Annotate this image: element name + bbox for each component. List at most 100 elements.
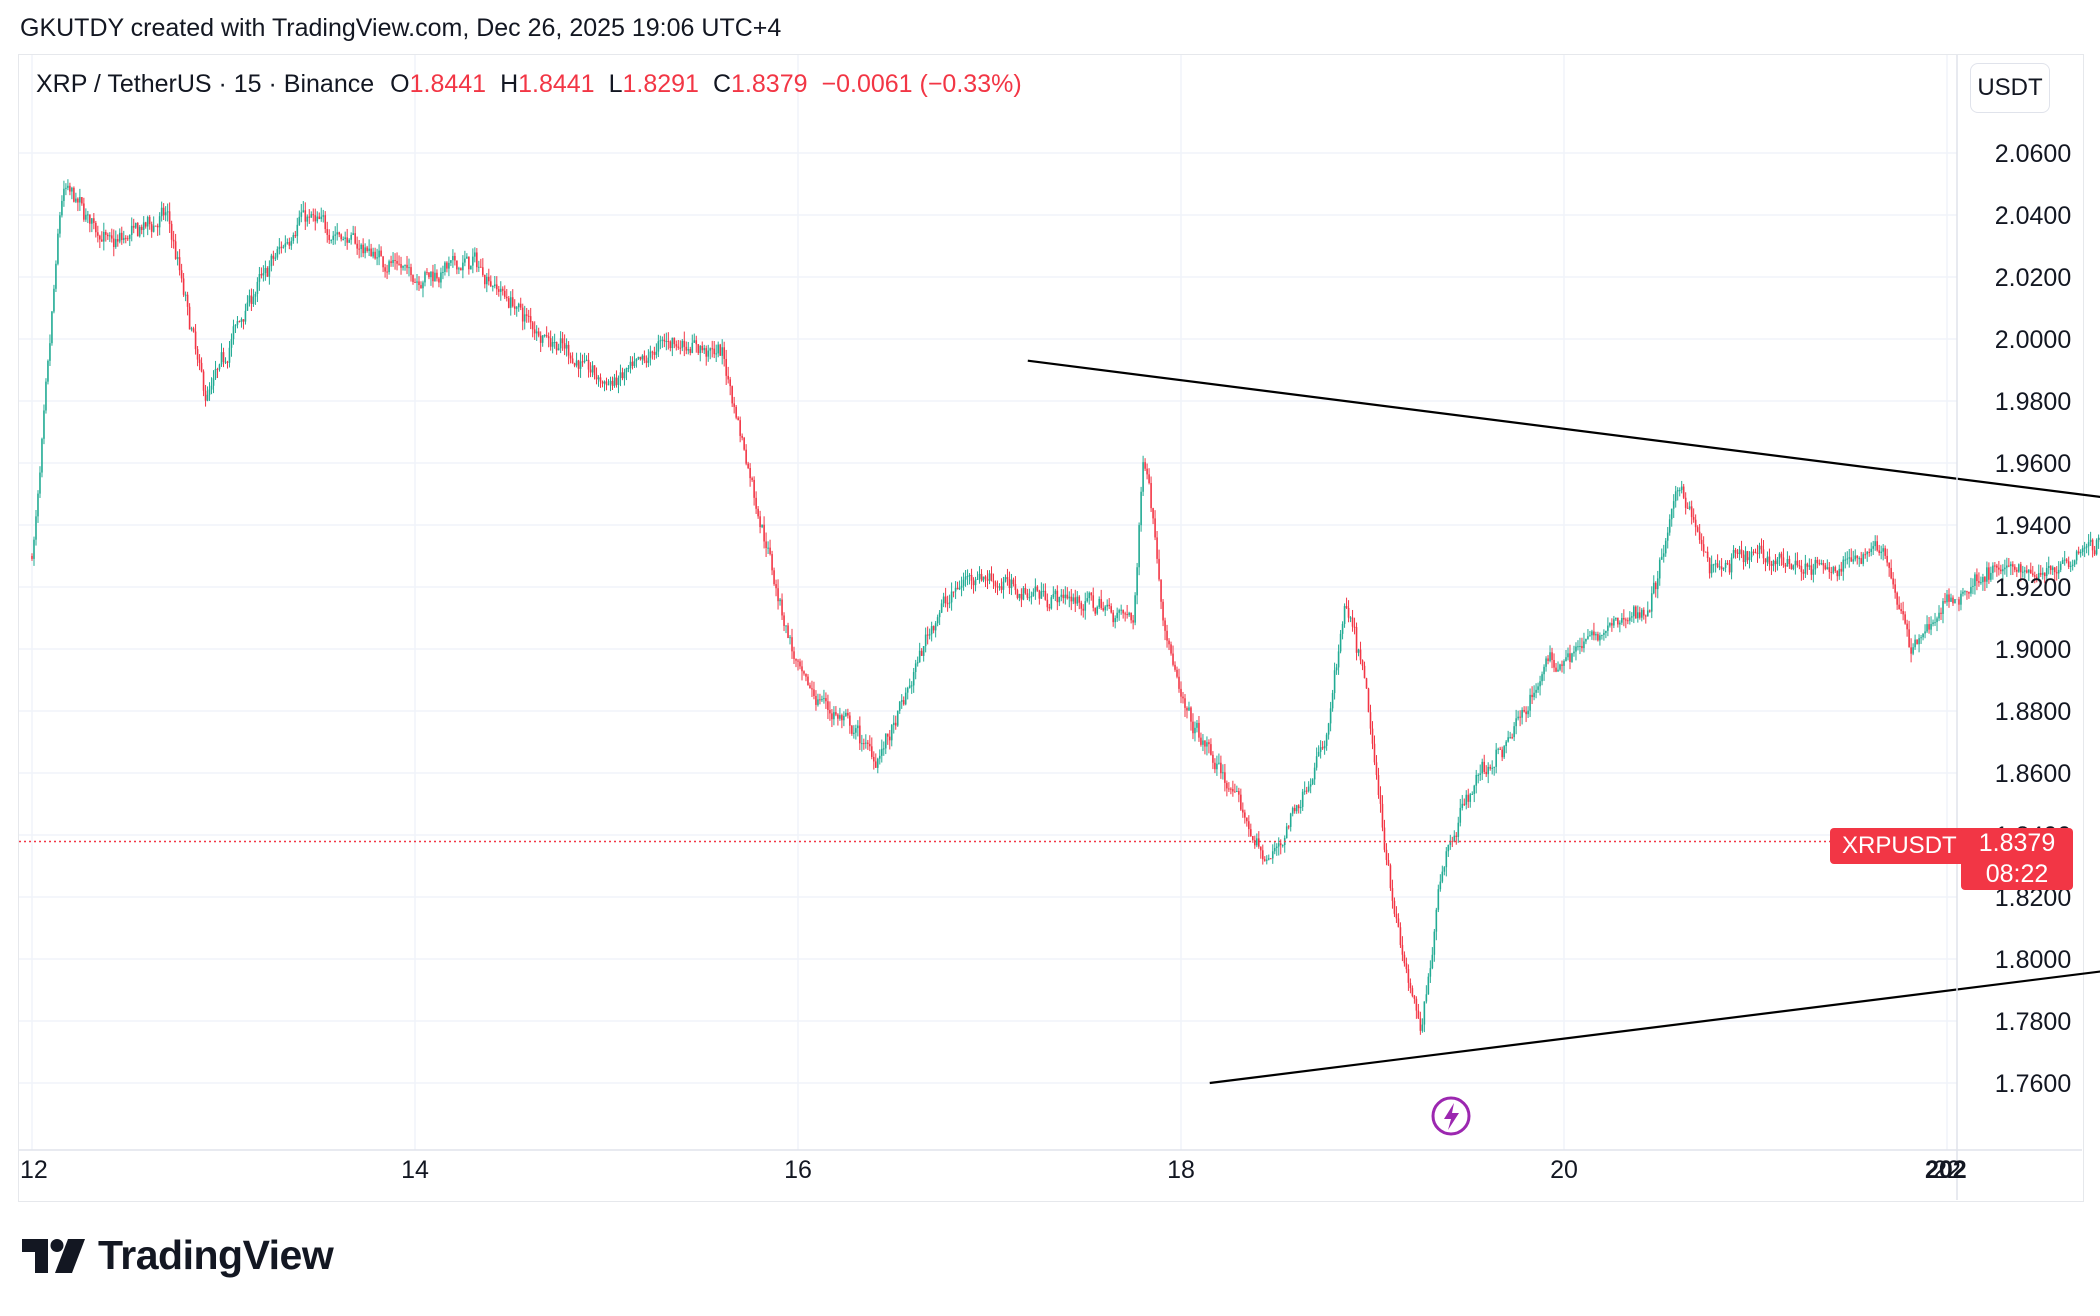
candle-body bbox=[1279, 843, 1282, 846]
trendline-upper-resistance[interactable] bbox=[1027, 359, 2100, 711]
candle-body bbox=[226, 361, 229, 363]
candle-body bbox=[930, 626, 933, 635]
candle-body bbox=[1974, 574, 1976, 586]
candle-body bbox=[831, 713, 833, 720]
candle-body bbox=[1451, 841, 1454, 843]
candle-body bbox=[1417, 1010, 1420, 1019]
candle-body bbox=[878, 755, 881, 759]
symbol-label[interactable]: XRP / TetherUS · 15 · Binance bbox=[36, 70, 375, 98]
candle-body bbox=[894, 722, 897, 726]
x-tick-label: 16 bbox=[784, 1156, 812, 1184]
candle-body bbox=[501, 288, 504, 291]
candle-body bbox=[83, 203, 85, 220]
candle-body bbox=[1329, 708, 1332, 724]
candle-body bbox=[1305, 790, 1308, 792]
candle-body bbox=[246, 302, 249, 311]
candle-body bbox=[1656, 578, 1659, 590]
candle-body bbox=[1050, 597, 1053, 609]
candle-body bbox=[128, 234, 131, 239]
candle-body bbox=[230, 339, 233, 348]
candle-body bbox=[555, 341, 558, 351]
candle-body bbox=[1172, 653, 1174, 665]
candle-body bbox=[1487, 766, 1489, 775]
candle-body bbox=[687, 349, 690, 351]
candle-body bbox=[2057, 569, 2060, 574]
candle-body bbox=[1672, 501, 1675, 509]
candle-body bbox=[170, 223, 173, 240]
candle-body bbox=[1798, 565, 1801, 567]
candle-body bbox=[1611, 623, 1613, 626]
candle-body bbox=[589, 369, 592, 373]
candle-body bbox=[1680, 486, 1683, 491]
candle-body bbox=[250, 295, 253, 304]
candle-body bbox=[637, 356, 640, 359]
candle-body bbox=[1595, 634, 1597, 636]
candle-body bbox=[2055, 572, 2058, 574]
candle-body bbox=[988, 573, 991, 581]
candle-body bbox=[697, 344, 700, 354]
y-tick-label: 2.0400 bbox=[1995, 202, 2071, 230]
brand-name: TradingView bbox=[98, 1232, 334, 1278]
candle-body bbox=[1409, 982, 1412, 989]
candle-body bbox=[202, 371, 205, 391]
candle-body bbox=[244, 310, 247, 322]
trendlines[interactable] bbox=[1027, 359, 2100, 1085]
candle-body bbox=[751, 478, 753, 480]
candle-body bbox=[1531, 694, 1533, 698]
candle-body bbox=[817, 699, 819, 705]
trendline-lower-support[interactable] bbox=[1209, 761, 2100, 1085]
candle-body bbox=[1543, 666, 1545, 675]
candle-body bbox=[679, 347, 682, 349]
candle-body bbox=[1495, 749, 1497, 767]
candle-body bbox=[1134, 595, 1136, 623]
candle-body bbox=[835, 712, 837, 715]
candle-body bbox=[1593, 631, 1595, 636]
candle-body bbox=[699, 345, 702, 354]
y-axis[interactable]: 2.0600 2.0400 2.0200 2.0000 1.9800 1.9600 1.94… bbox=[1956, 55, 2071, 1200]
x-tick-label: 12 bbox=[20, 1156, 48, 1184]
candle-body bbox=[1908, 629, 1910, 648]
candle-body bbox=[1678, 490, 1681, 492]
candle-body bbox=[1166, 630, 1168, 641]
candle-body bbox=[869, 743, 871, 747]
candle-body bbox=[1016, 590, 1019, 598]
candle-body bbox=[2091, 539, 2094, 551]
candle-body bbox=[1738, 549, 1741, 554]
candle-body bbox=[1036, 586, 1039, 591]
high-label: H bbox=[500, 70, 519, 98]
candle-body bbox=[1748, 557, 1751, 561]
candle-body bbox=[1457, 822, 1460, 837]
candle-body bbox=[232, 326, 235, 340]
candle-body bbox=[701, 345, 704, 351]
candle-body bbox=[743, 437, 745, 450]
candle-body bbox=[394, 259, 396, 261]
candle-body bbox=[1714, 563, 1717, 565]
x-axis[interactable]: 12141618202224262830202 bbox=[19, 1149, 2100, 1184]
candle-body bbox=[559, 338, 562, 349]
currency-button[interactable]: USDT bbox=[1970, 63, 2050, 113]
candle-body bbox=[1347, 607, 1350, 618]
candle-body bbox=[779, 599, 781, 602]
candle-body bbox=[871, 746, 873, 757]
lightning-icon[interactable] bbox=[1431, 1096, 1471, 1136]
candle-body bbox=[605, 381, 608, 385]
candle-body bbox=[144, 222, 147, 227]
candle-body bbox=[420, 285, 422, 289]
candle-body bbox=[448, 262, 450, 269]
candle-body bbox=[196, 349, 199, 360]
candle-body bbox=[47, 360, 49, 382]
candle-body bbox=[599, 377, 602, 382]
candle-body bbox=[705, 348, 708, 357]
brand[interactable]: TradingView bbox=[22, 1232, 334, 1279]
candle-body bbox=[1401, 944, 1404, 955]
candle-body bbox=[378, 250, 380, 258]
candle-body bbox=[89, 214, 91, 224]
y-tick-label: 1.8600 bbox=[1995, 760, 2071, 788]
price-chart[interactable]: 2.0600 2.0400 2.0200 2.0000 1.9800 1.9600 1.94… bbox=[0, 0, 2100, 1220]
candle-body bbox=[262, 273, 265, 276]
candle-body bbox=[1485, 771, 1488, 775]
candle-body bbox=[1826, 567, 1829, 570]
candle-body bbox=[252, 296, 255, 304]
chart-frame[interactable] bbox=[18, 54, 2084, 1202]
candle-body bbox=[1746, 551, 1749, 561]
